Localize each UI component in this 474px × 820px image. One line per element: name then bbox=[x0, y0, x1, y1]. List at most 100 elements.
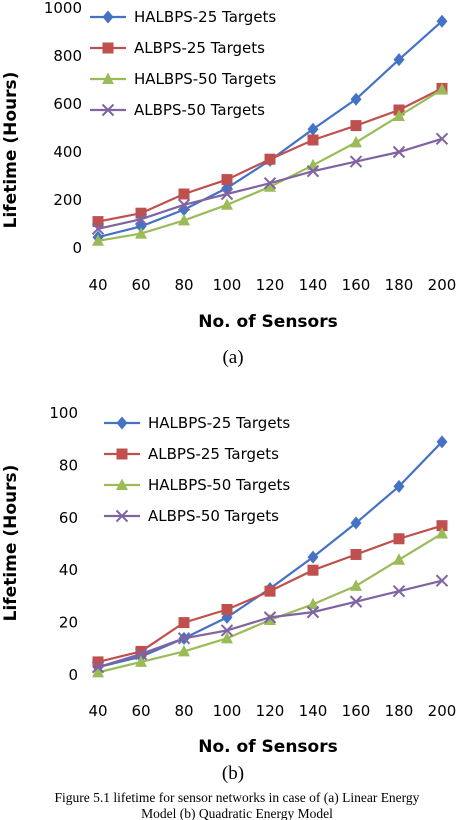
chart-b-y-tick-label: 20 bbox=[59, 614, 78, 632]
chart-b-y-tick-label: 0 bbox=[68, 666, 78, 684]
chart-b-legend-label: ALBPS-50 Targets bbox=[148, 507, 279, 525]
chart-a-series-2-point bbox=[350, 135, 362, 148]
chart-b-x-tick-label: 80 bbox=[174, 702, 193, 720]
chart-a-series-0-point bbox=[350, 92, 362, 106]
chart-a-ylabel: Lifetime (Hours) bbox=[1, 72, 21, 229]
chart-b-legend-marker bbox=[115, 509, 129, 523]
chart-b-y-tick-label: 60 bbox=[59, 509, 78, 527]
chart-a-legend-label: HALBPS-50 Targets bbox=[134, 70, 276, 88]
chart-b-y-tick-label: 80 bbox=[59, 456, 78, 474]
chart-b-series-3-point bbox=[349, 595, 363, 608]
chart-a-series-2-point bbox=[135, 227, 147, 239]
chart-b-series-1-point bbox=[307, 564, 319, 576]
chart-a-legend-marker bbox=[102, 10, 114, 24]
chart-b-x-tick-label: 60 bbox=[131, 702, 150, 720]
chart-b-legend-label: ALBPS-25 Targets bbox=[148, 445, 279, 463]
chart-b-x-tick-label: 180 bbox=[385, 702, 414, 720]
chart-a-series-3-point bbox=[91, 222, 105, 236]
chart-b-series-3-point bbox=[435, 574, 449, 587]
chart-a-panel-label: (a) bbox=[222, 347, 243, 368]
chart-a-x-tick-label: 40 bbox=[88, 276, 107, 294]
chart-b-series-2-point bbox=[393, 553, 405, 565]
chart-b-series-2-point bbox=[178, 644, 190, 657]
chart-a-legend: HALBPS-25 Targets ALBPS-25 Targets HALBPS-… bbox=[90, 8, 276, 119]
chart-a-series-3-point bbox=[435, 132, 449, 146]
chart-a-series-0-point bbox=[307, 122, 319, 136]
chart-b-series-1-point bbox=[178, 617, 190, 629]
chart-a-series-2-point bbox=[436, 83, 448, 95]
chart-a-series-3-point bbox=[349, 155, 363, 168]
chart-a-y-tick-label: 600 bbox=[53, 95, 82, 113]
chart-a-legend-label: ALBPS-25 Targets bbox=[134, 39, 265, 57]
chart-a-x-tick-label: 140 bbox=[299, 276, 328, 294]
chart-a-series-1-point bbox=[221, 174, 233, 186]
chart-a-series-1-point bbox=[178, 188, 190, 200]
chart-a-series-0-point bbox=[436, 14, 448, 28]
chart-b-series-0-point bbox=[393, 479, 405, 493]
chart-a-legend-marker bbox=[102, 72, 114, 84]
chart-b-series-2-point bbox=[92, 665, 104, 678]
chart-a-series-1-point bbox=[350, 120, 362, 132]
chart-b-x-tick-label: 100 bbox=[213, 702, 242, 720]
chart-a-x-tick-label: 160 bbox=[342, 276, 371, 294]
chart-a-series-1-point bbox=[135, 207, 147, 219]
chart-b-series-3-point bbox=[91, 660, 105, 674]
chart-b-series-1-point bbox=[436, 520, 448, 532]
chart-b-series-0-point bbox=[436, 435, 448, 449]
chart-a-series-0-point bbox=[393, 53, 405, 67]
chart-b-series-2-point bbox=[436, 527, 448, 539]
chart-a-xlabel: No. of Sensors bbox=[198, 312, 337, 332]
chart-b-x-ticks: 40 60 80 100 120 140 160 180 200 bbox=[88, 702, 456, 720]
chart-a-series-2-point bbox=[178, 213, 190, 226]
chart-b-y-tick-label: 40 bbox=[59, 561, 78, 579]
chart-a-legend-label: HALBPS-25 Targets bbox=[134, 8, 276, 26]
chart-b-series-3-point bbox=[306, 605, 320, 619]
chart-b-legend-marker bbox=[116, 478, 128, 490]
chart-b-series-3-point bbox=[220, 624, 234, 637]
chart-a-x-tick-label: 180 bbox=[385, 276, 414, 294]
chart-a-y-tick-label: 200 bbox=[53, 191, 82, 209]
chart-a-legend-label: ALBPS-50 Targets bbox=[134, 101, 265, 119]
chart-a-series-2-point bbox=[221, 198, 233, 210]
chart-a-legend-marker bbox=[101, 103, 115, 117]
chart-b-legend-label: HALBPS-50 Targets bbox=[148, 476, 290, 494]
chart-b-series-3-point bbox=[392, 584, 406, 598]
chart-b-series-2-point bbox=[221, 631, 233, 644]
chart-b-series-1-point bbox=[393, 533, 405, 545]
chart-b-series-3-point bbox=[263, 611, 277, 624]
chart-b-series-2-point bbox=[307, 597, 319, 610]
chart-b-x-tick-label: 160 bbox=[342, 702, 371, 720]
chart-b-series-1-point bbox=[264, 585, 276, 597]
chart-a-x-tick-label: 60 bbox=[131, 276, 150, 294]
chart-a-x-ticks: 40 60 80 100 120 140 160 180 200 bbox=[88, 276, 456, 294]
chart-a-series-3-point bbox=[263, 176, 277, 190]
chart-a-series-1-point bbox=[264, 153, 276, 165]
chart-b-series-3-point bbox=[134, 647, 148, 661]
chart-b-series-2-point bbox=[135, 655, 147, 667]
chart-a-x-tick-label: 100 bbox=[213, 276, 242, 294]
chart-a-y-tick-label: 800 bbox=[53, 47, 82, 65]
chart-b-y-tick-label: 100 bbox=[49, 404, 78, 422]
chart-a-series-3-point bbox=[220, 187, 234, 201]
chart-a-series-2-point bbox=[92, 234, 104, 246]
chart-b-x-tick-label: 40 bbox=[88, 702, 107, 720]
chart-a-series-3-point bbox=[134, 212, 148, 226]
chart-a-series-2-point bbox=[307, 158, 319, 171]
chart-a-y-ticks: 0 200 400 600 800 1000 bbox=[44, 0, 82, 257]
chart-a-x-tick-label: 120 bbox=[256, 276, 285, 294]
chart-b-series-0-point bbox=[307, 550, 319, 564]
chart-a-series-3-point bbox=[177, 198, 191, 212]
chart-b-series-0-point bbox=[350, 516, 362, 530]
chart-a-x-tick-label: 80 bbox=[174, 276, 193, 294]
chart-a-series bbox=[91, 14, 449, 246]
chart-a-series-3-point bbox=[392, 145, 406, 159]
chart-b-x-tick-label: 140 bbox=[299, 702, 328, 720]
chart-b-series-3-point bbox=[177, 632, 191, 645]
chart-b-panel-label: (b) bbox=[222, 763, 244, 784]
chart-b-series-1-point bbox=[350, 548, 362, 560]
chart-a-series-2-point bbox=[264, 180, 276, 192]
chart-a-y-tick-label: 1000 bbox=[44, 0, 82, 17]
chart-b-x-tick-label: 200 bbox=[428, 702, 457, 720]
chart-a-series-1-point bbox=[92, 216, 104, 228]
